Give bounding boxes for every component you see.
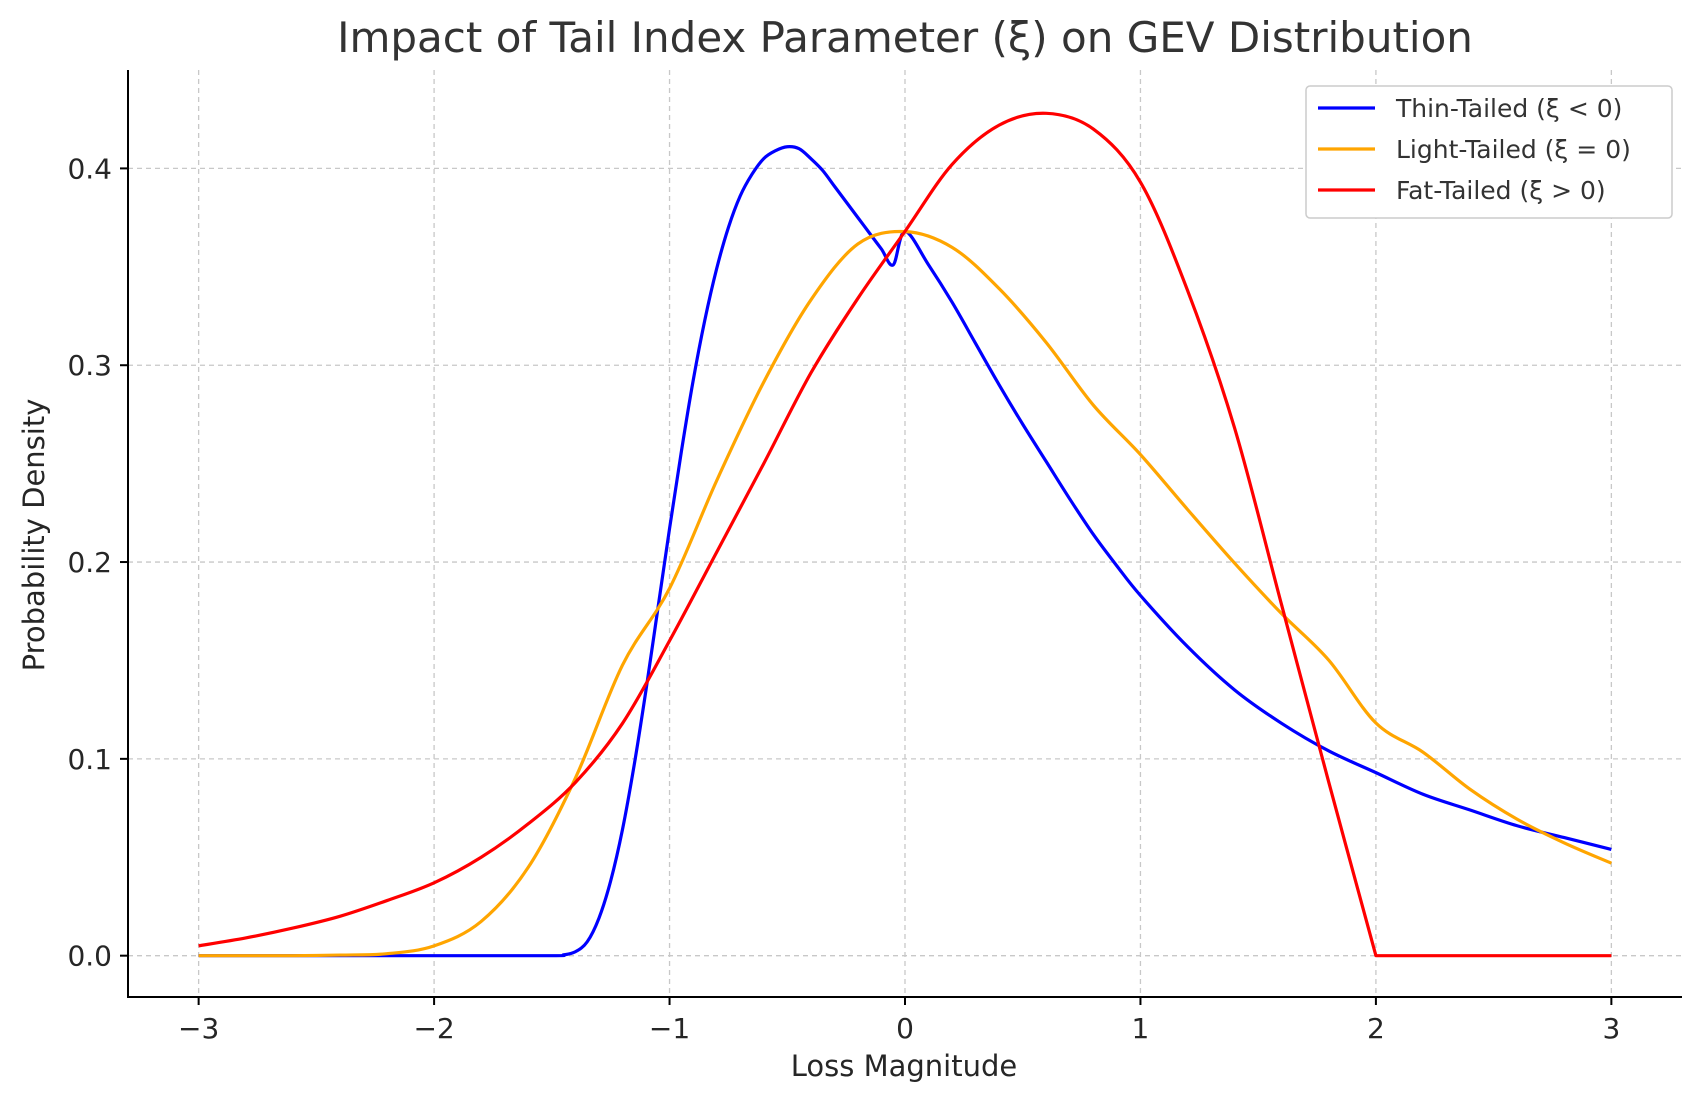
legend-label: Fat-Tailed (ξ > 0) — [1396, 176, 1606, 205]
y-tick-label: 0.1 — [67, 743, 112, 776]
series-line-3 — [198, 111, 1612, 958]
legend-entry: Light-Tailed (ξ = 0) — [1318, 135, 1631, 164]
x-tick-label: −1 — [649, 1012, 690, 1045]
y-ticks: 0.0 0.1 0.2 0.3 0.4 — [67, 152, 128, 973]
legend-frame — [1305, 85, 1673, 219]
series-line-1 — [198, 145, 1612, 958]
grid — [128, 70, 1682, 997]
y-axis-title: Probability Density — [17, 399, 51, 672]
legend-entry: Fat-Tailed (ξ > 0) — [1318, 176, 1606, 205]
x-axis-title: Loss Magnitude — [791, 1049, 1017, 1083]
x-tick-label: −2 — [413, 1012, 454, 1045]
x-ticks: −3 −2 −1 0 1 2 3 — [178, 997, 1620, 1045]
chart-title: Impact of Tail Index Parameter (ξ) on GE… — [337, 13, 1473, 62]
y-tick-label: 0.4 — [67, 152, 112, 185]
y-tick-label: 0.2 — [67, 546, 112, 579]
legend-entry: Thin-Tailed (ξ < 0) — [1318, 94, 1622, 123]
legend-label: Light-Tailed (ξ = 0) — [1396, 135, 1631, 164]
x-tick-label: 3 — [1602, 1012, 1620, 1045]
series-line-2 — [198, 229, 1612, 958]
x-tick-label: 2 — [1367, 1012, 1385, 1045]
y-tick-label: 0.0 — [67, 940, 112, 973]
x-tick-label: 0 — [896, 1012, 914, 1045]
series-layer — [198, 111, 1612, 958]
x-tick-label: 1 — [1132, 1012, 1150, 1045]
y-tick-label: 0.3 — [67, 349, 112, 382]
x-tick-label: −3 — [178, 1012, 219, 1045]
legend-label: Thin-Tailed (ξ < 0) — [1395, 94, 1622, 123]
legend: Thin-Tailed (ξ < 0) Light-Tailed (ξ = 0)… — [1305, 85, 1673, 219]
